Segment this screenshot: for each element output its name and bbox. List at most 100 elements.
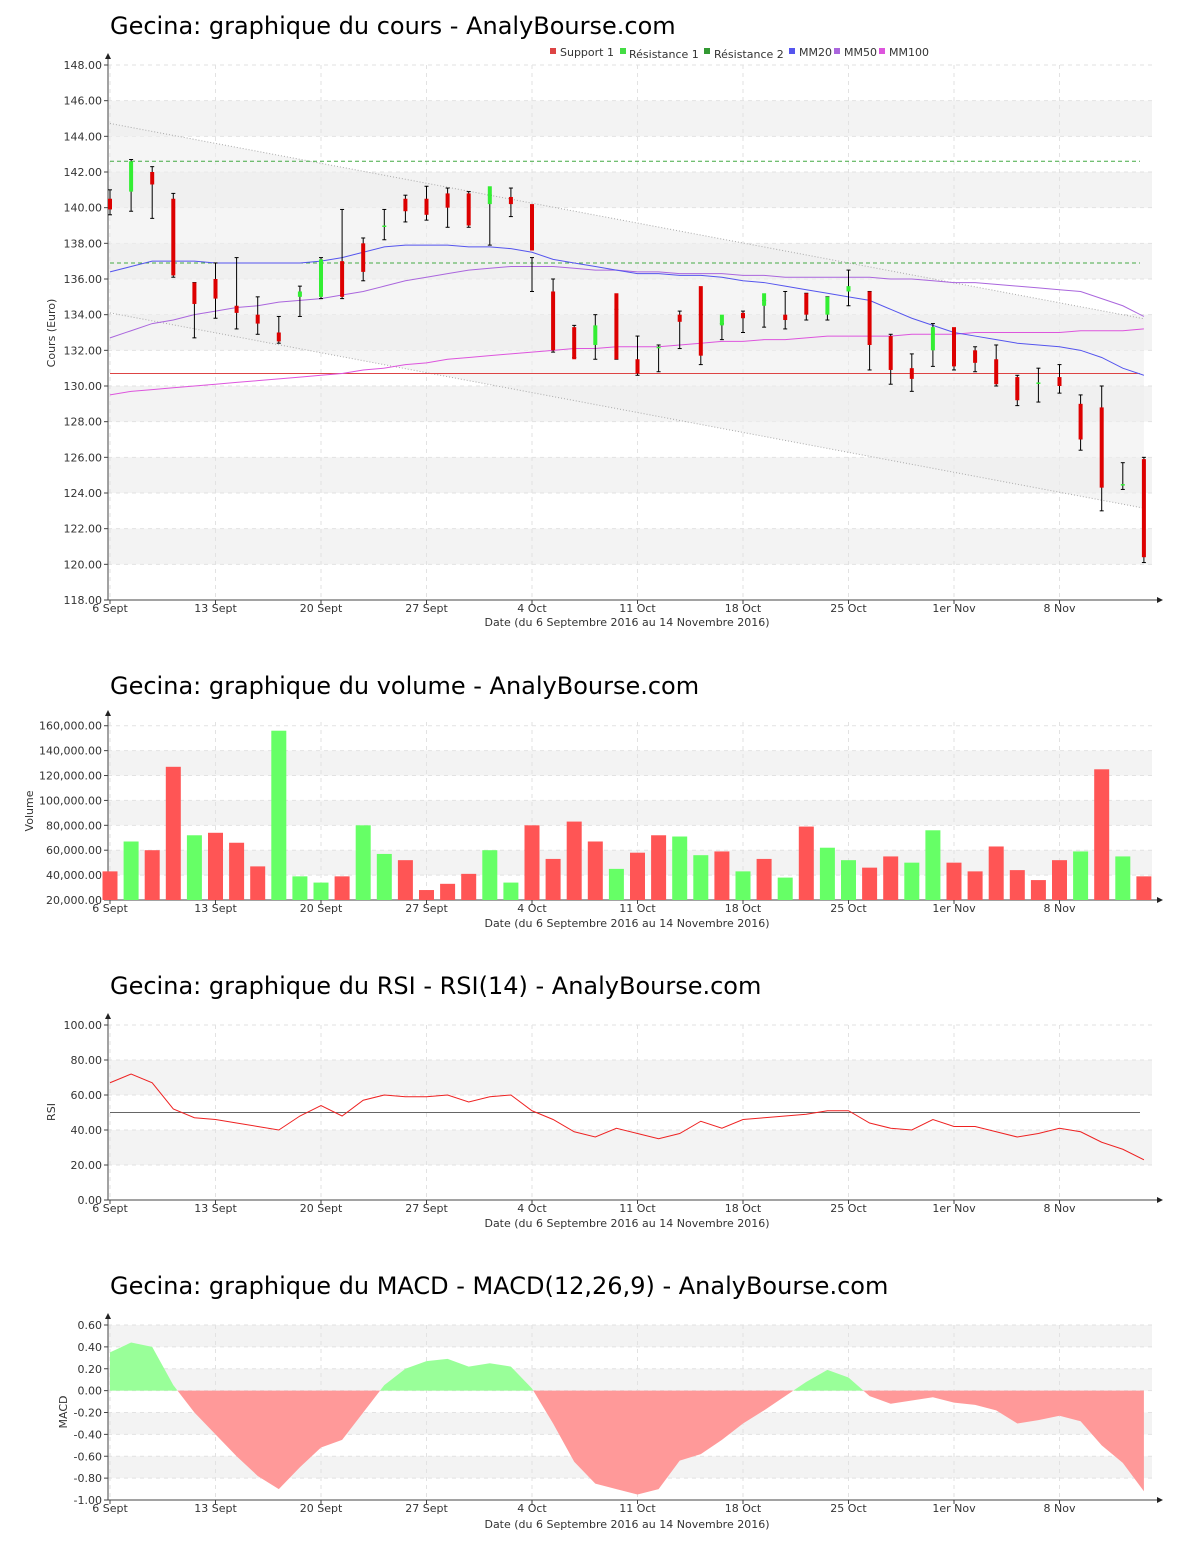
volume-bar-up	[355, 825, 371, 900]
volume-bar-down	[1009, 870, 1025, 900]
price-band	[108, 100, 1152, 137]
rsi-y-axis-arrow	[105, 1013, 111, 1019]
rsi-x-tick-label: 27 Sept	[405, 1202, 448, 1215]
price-x-tick-label: 4 Oct	[517, 602, 547, 615]
candle-down	[677, 314, 682, 322]
volume-bar-down	[862, 867, 878, 900]
price-x-tick-label: 27 Sept	[405, 602, 448, 615]
volume-x-tick-label: 13 Sept	[194, 902, 237, 915]
rsi-x-tick-label: 6 Sept	[92, 1202, 128, 1215]
candle-down	[1078, 403, 1083, 440]
volume-bar-down	[1136, 876, 1152, 900]
candle-down	[466, 193, 471, 226]
macd-y-tick-label: -1.00	[74, 1494, 102, 1507]
volume-bar-up	[777, 877, 793, 900]
volume-bar-down	[229, 842, 245, 900]
volume-y-tick-label: 20,000.00	[46, 894, 102, 907]
volume-bar-up	[735, 871, 751, 900]
macd-x-tick-label: 25 Oct	[830, 1502, 867, 1515]
legend-item-support-1: Support 1	[560, 46, 614, 59]
candle-down	[1057, 377, 1062, 386]
volume-bar-up	[1115, 856, 1131, 900]
price-y-tick-label: 120.00	[64, 558, 103, 571]
rsi-x-tick-label: 1er Nov	[932, 1202, 976, 1215]
volume-x-tick-label: 27 Sept	[405, 902, 448, 915]
volume-bar-down	[967, 871, 983, 900]
volume-bar-down	[397, 860, 413, 900]
price-chart-title: Gecina: graphique du cours - AnalyBourse…	[110, 12, 676, 40]
volume-bar-up	[313, 882, 329, 900]
legend-swatch-resistance-1	[620, 48, 626, 54]
volume-bar-up	[819, 847, 835, 900]
macd-x-tick-label: 18 Oct	[725, 1502, 762, 1515]
price-y-tick-label: 122.00	[64, 523, 103, 536]
volume-y-tick-label: 160,000.00	[39, 720, 102, 733]
macd-band	[108, 1325, 1152, 1347]
candle-down	[361, 243, 366, 272]
candle-down	[635, 359, 640, 374]
volume-bar-down	[144, 850, 160, 900]
price-x-tick-label: 13 Sept	[194, 602, 237, 615]
price-y-tick-label: 124.00	[64, 487, 103, 500]
macd-chart-title: Gecina: graphique du MACD - MACD(12,26,9…	[110, 1272, 888, 1300]
candle-down	[1015, 377, 1020, 401]
candle-down	[192, 282, 197, 304]
candle-down	[698, 286, 703, 356]
macd-y-axis-label: MACD	[57, 1396, 70, 1429]
volume-bar-down	[1094, 769, 1110, 900]
macd-x-tick-label: 1er Nov	[932, 1502, 976, 1515]
rsi-band	[108, 1130, 1152, 1165]
rsi-y-tick-label: 100.00	[64, 1019, 103, 1032]
price-legend: Support 1 Résistance 1 Résistance 2 MM20…	[550, 46, 929, 61]
macd-x-tick-label: 13 Sept	[194, 1502, 237, 1515]
candle-down	[614, 293, 619, 360]
legend-swatch-mm50	[834, 48, 840, 54]
candle-up	[129, 161, 134, 192]
candle-up	[825, 296, 830, 315]
legend-swatch-mm100	[879, 48, 885, 54]
volume-bar-up	[672, 836, 688, 900]
macd-x-tick-label: 6 Sept	[92, 1502, 128, 1515]
rsi-x-tick-label: 20 Sept	[300, 1202, 343, 1215]
macd-chart: -1.00 -0.80 -0.60 -0.40 -0.20 0.00 0.20 0.40 0.6…	[74, 1313, 1163, 1515]
macd-x-axis-label: Date (du 6 Septembre 2016 au 14 Novembre…	[484, 1518, 769, 1531]
volume-bar-up	[376, 853, 392, 900]
candle-down	[1141, 459, 1146, 558]
candle-down	[150, 172, 155, 185]
candle-down	[445, 193, 450, 208]
price-x-axis-arrow	[1157, 597, 1163, 603]
candle-down	[867, 291, 872, 345]
rsi-x-tick-label: 18 Oct	[725, 1202, 762, 1215]
price-y-tick-label: 130.00	[64, 380, 103, 393]
price-y-tick-label: 126.00	[64, 451, 103, 464]
price-y-axis-label: Cours (Euro)	[45, 299, 58, 368]
volume-bar-down	[334, 876, 350, 900]
price-band	[108, 528, 1152, 565]
volume-y-tick-label: 40,000.00	[46, 869, 102, 882]
volume-bar-down	[524, 825, 540, 900]
volume-bar-up	[292, 876, 308, 900]
macd-area-negative	[863, 1390, 1144, 1492]
trend-channel	[110, 123, 1144, 509]
volume-bar-up	[1073, 851, 1089, 900]
volume-y-axis-arrow	[105, 710, 111, 716]
volume-chart-title: Gecina: graphique du volume - AnalyBours…	[110, 672, 699, 700]
volume-y-tick-label: 140,000.00	[39, 745, 102, 758]
rsi-y-tick-label: 40.00	[71, 1124, 103, 1137]
candle-up	[846, 286, 851, 292]
volume-bar-up	[904, 862, 920, 900]
candle-down	[994, 359, 999, 385]
volume-x-axis-arrow	[1157, 897, 1163, 903]
volume-bar-down	[545, 858, 561, 900]
price-y-axis-arrow	[105, 53, 111, 59]
rsi-chart-title: Gecina: graphique du RSI - RSI(14) - Ana…	[110, 972, 761, 1000]
volume-bar-down	[250, 866, 266, 900]
macd-x-axis-arrow	[1157, 1497, 1163, 1503]
candle-up	[382, 225, 387, 227]
macd-y-tick-label: 0.20	[78, 1363, 103, 1376]
volume-x-tick-label: 18 Oct	[725, 902, 762, 915]
volume-bar-up	[925, 830, 941, 900]
price-y-tick-label: 128.00	[64, 416, 103, 429]
rsi-y-tick-label: 0.00	[78, 1194, 103, 1207]
volume-bar-down	[1052, 860, 1067, 900]
